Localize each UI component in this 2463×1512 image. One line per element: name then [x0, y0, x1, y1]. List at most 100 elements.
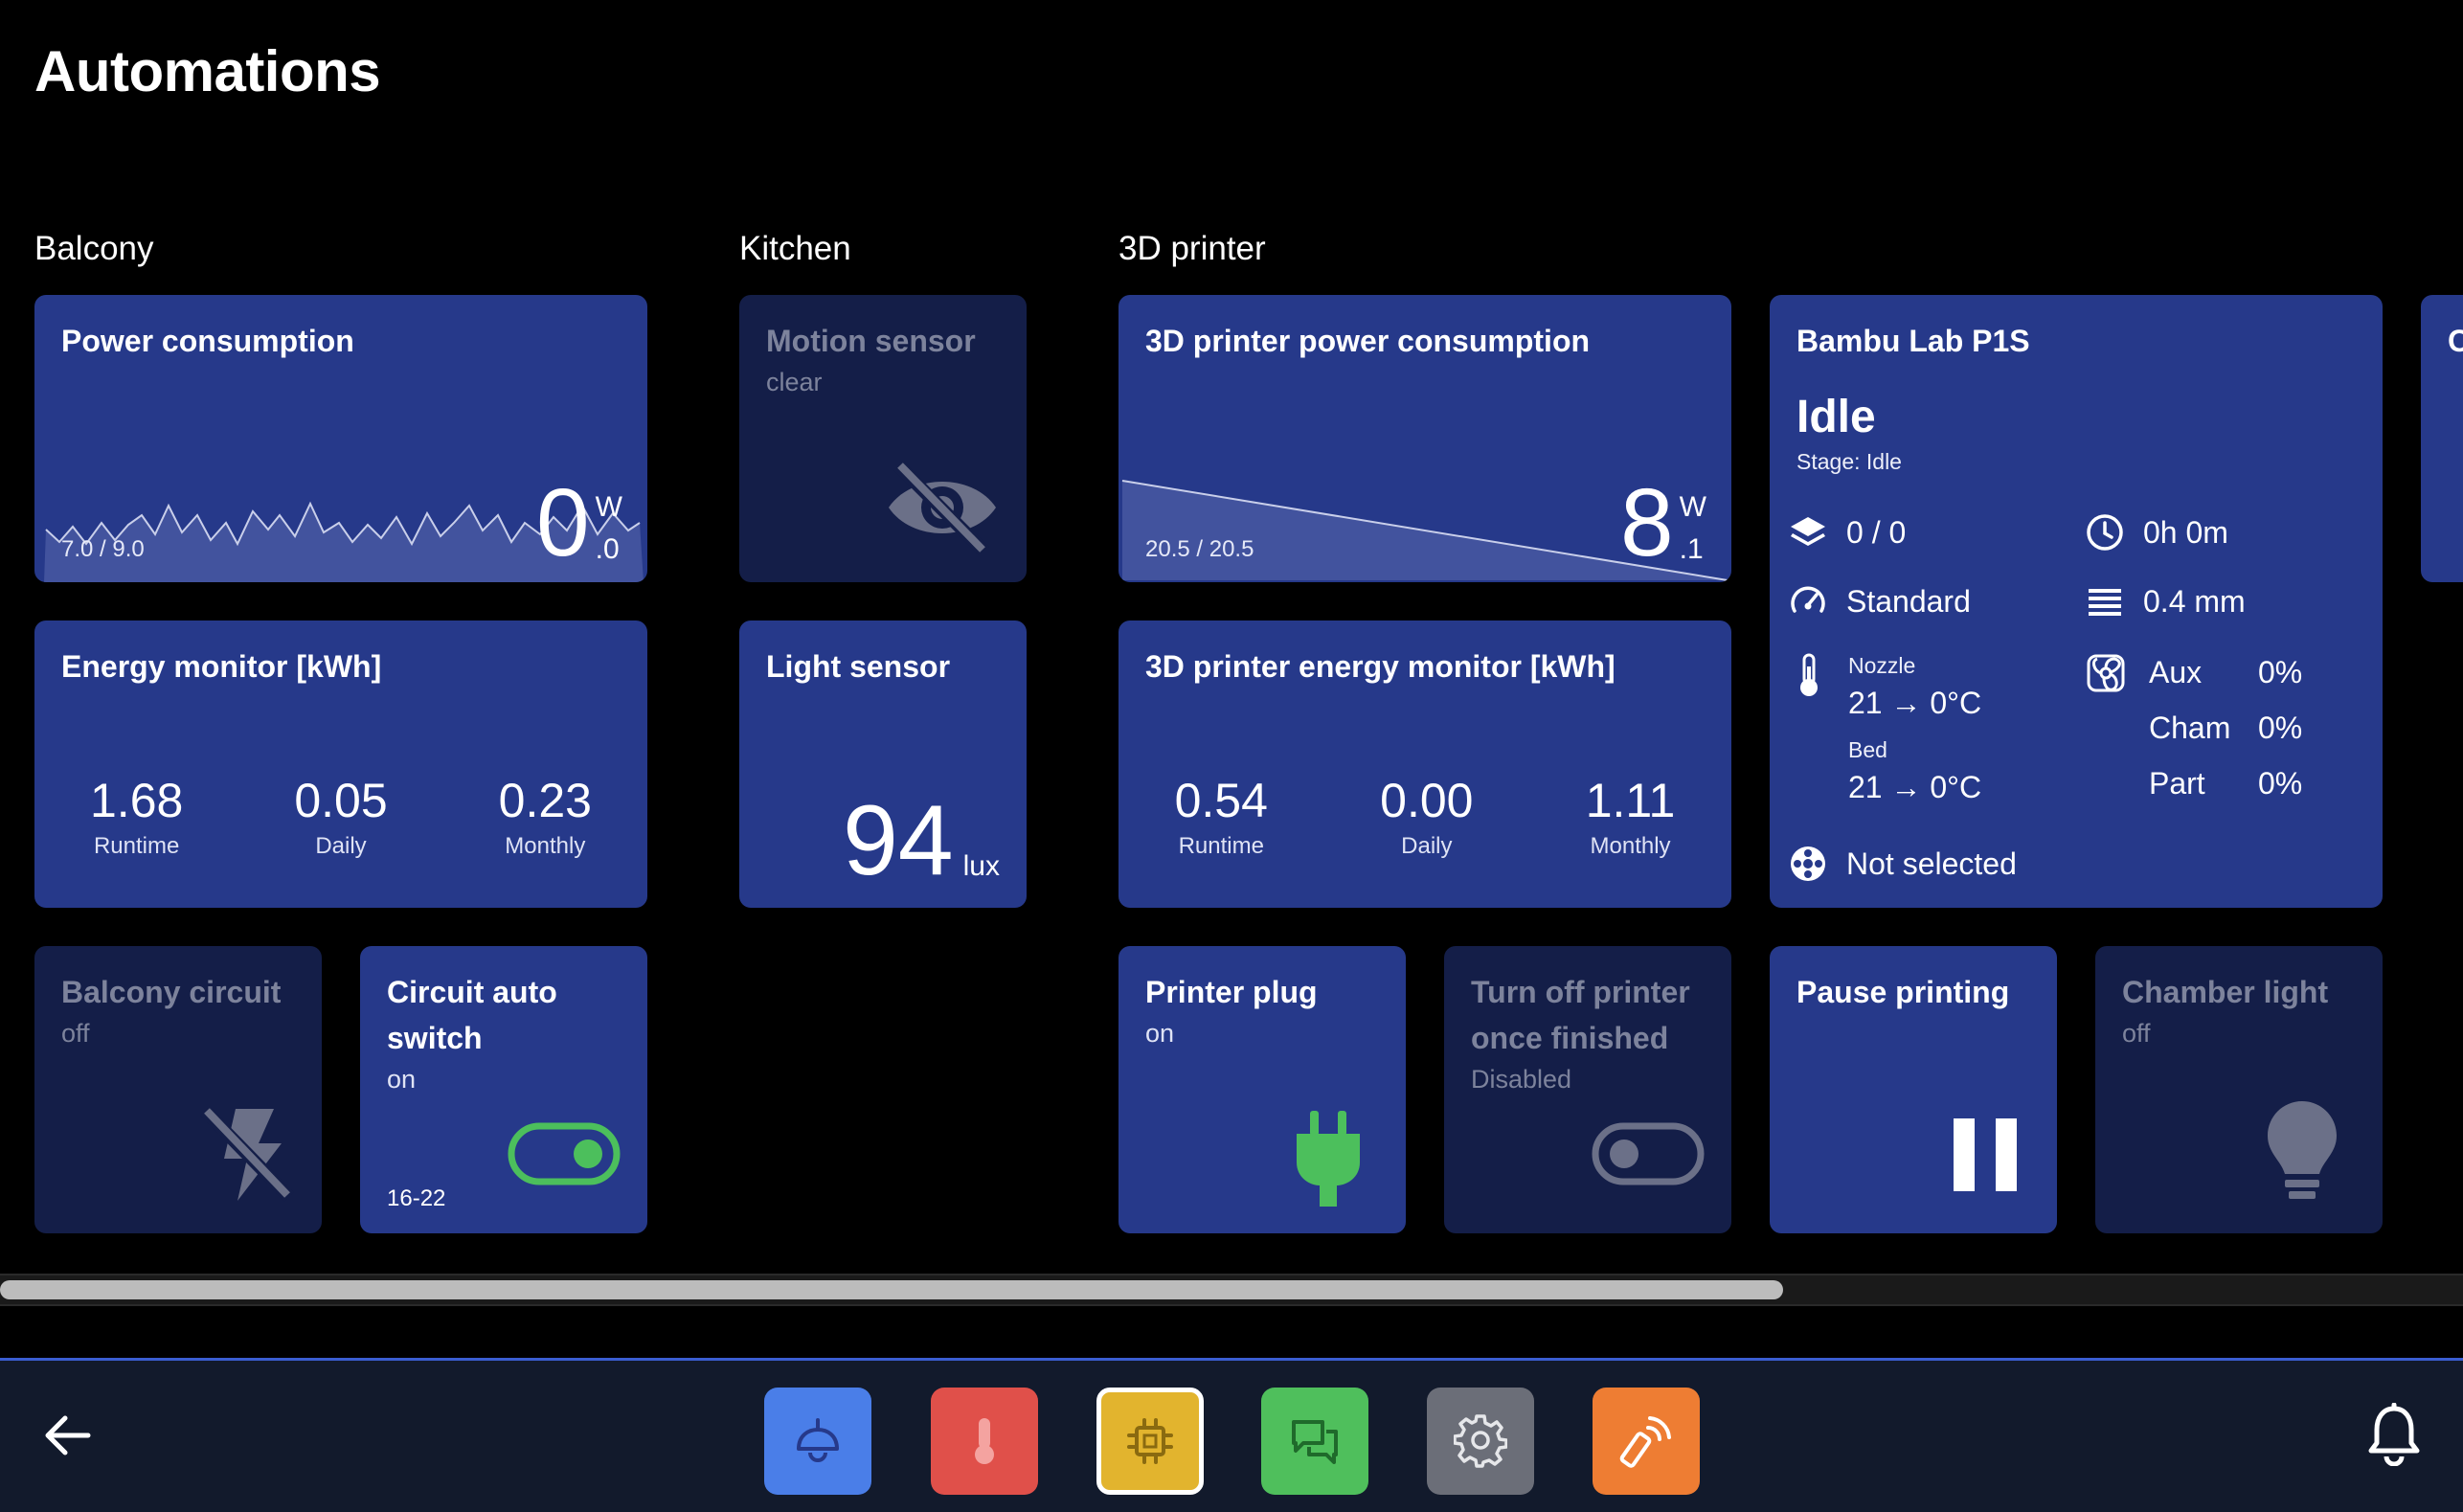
- toggle-off-icon[interactable]: [1592, 1122, 1705, 1185]
- card-title: Printer plug: [1145, 975, 1318, 1009]
- motion-sensor-tile[interactable]: Motion sensor clear: [739, 295, 1027, 582]
- card-title-line2: once finished: [1471, 1021, 1669, 1055]
- nav-automations-button[interactable]: [1096, 1388, 1204, 1495]
- printer-energy-daily-value: 0.00: [1380, 774, 1474, 827]
- layers-icon: [1791, 517, 1825, 546]
- light-sensor-value: 94 lux: [842, 785, 1000, 896]
- circuit-auto-switch-tile[interactable]: Circuit auto switch on 16-22: [360, 946, 647, 1233]
- layers-row: 0 / 0: [1789, 513, 1906, 552]
- eye-off-icon: [889, 461, 996, 555]
- chamber-light-tile[interactable]: Chamber light off: [2095, 946, 2383, 1233]
- energy-runtime-value: 1.68: [90, 774, 184, 827]
- printer-energy-monitor-card[interactable]: 3D printer energy monitor [kWh] 0.54 Runt…: [1119, 621, 1731, 908]
- card-title: Power consumption: [61, 324, 354, 358]
- card-state: on: [387, 1065, 417, 1094]
- layer-height-row: 0.4 mm: [2086, 582, 2246, 621]
- card-title: Bambu Lab P1S: [1796, 324, 2030, 358]
- power-value-dec: .0: [595, 533, 620, 565]
- nav-messages-button[interactable]: [1261, 1388, 1368, 1495]
- energy-monthly: 0.23 Monthly: [499, 774, 592, 860]
- chamber-fan-label: Cham: [2149, 711, 2231, 745]
- arrow-left-icon[interactable]: [38, 1407, 96, 1464]
- horizontal-scrollbar[interactable]: [0, 1274, 2463, 1306]
- layer-height-icon: [2089, 589, 2121, 616]
- thermometer-icon: [1800, 653, 1818, 696]
- printer-energy-stats: 0.54 Runtime 0.00 Daily 1.11 Monthly: [1119, 774, 1731, 860]
- printer-energy-daily: 0.00 Daily: [1380, 774, 1473, 860]
- layers-value: 0 / 0: [1846, 514, 1907, 550]
- speed-value: Standard: [1846, 583, 1971, 619]
- printer-stage: Stage: Idle: [1796, 449, 1902, 474]
- gear-icon: [1454, 1414, 1507, 1468]
- schedule-text: 16-22: [387, 1185, 446, 1211]
- pause-icon: [1954, 1118, 2017, 1191]
- energy-monthly-label: Monthly: [505, 833, 586, 859]
- energy-daily-value: 0.05: [294, 774, 388, 827]
- part-fan-value: 0%: [2258, 766, 2303, 801]
- printer-power-sparkline: [1121, 480, 1729, 581]
- power-unit: W: [595, 491, 622, 523]
- printer-power-range: 20.5 / 20.5: [1145, 536, 1254, 562]
- energy-monthly-value: 0.23: [498, 774, 592, 827]
- printer-power-value-int: 8: [1620, 469, 1674, 576]
- power-value-int: 0: [536, 469, 590, 576]
- printer-energy-monthly-value: 1.11: [1585, 774, 1676, 827]
- bambu-printer-card[interactable]: Bambu Lab P1S Idle Stage: Idle 0 / 0 0h …: [1770, 295, 2383, 908]
- nav-lights-button[interactable]: [764, 1388, 871, 1495]
- card-title: Balcony circuit: [61, 975, 282, 1009]
- printer-power-consumption-card[interactable]: 3D printer power consumption 20.5 / 20.5…: [1119, 295, 1731, 582]
- printer-energy-runtime: 0.54 Runtime: [1175, 774, 1268, 860]
- ceiling-lamp-icon: [797, 1418, 839, 1462]
- chip-icon: [1127, 1418, 1173, 1464]
- card-state: clear: [766, 368, 823, 396]
- light-unit: lux: [962, 850, 1000, 882]
- card-title-line2: switch: [387, 1021, 483, 1055]
- turn-off-printer-tile[interactable]: Turn off printer once finished Disabled: [1444, 946, 1731, 1233]
- section-title-kitchen: Kitchen: [739, 230, 851, 267]
- aux-fan-value: 0%: [2258, 655, 2303, 689]
- time-row: 0h 0m: [2086, 513, 2228, 552]
- light-value: 94: [842, 785, 954, 896]
- card-state: off: [61, 1019, 90, 1048]
- balcony-circuit-tile[interactable]: Balcony circuit off: [34, 946, 322, 1233]
- chat-icon: [1292, 1420, 1338, 1464]
- clock-icon: [2087, 514, 2123, 551]
- remote-icon: [1619, 1416, 1671, 1468]
- bed-temp: 21 → 0°C: [1848, 770, 1982, 804]
- printer-power-value-dec: .1: [1679, 533, 1704, 565]
- printer-energy-monthly: 1.11 Monthly: [1586, 774, 1676, 860]
- power-consumption-card[interactable]: Power consumption 7.0 / 9.0 0 W .0: [34, 295, 647, 582]
- nozzle-temp: 21 → 0°C: [1848, 686, 1982, 720]
- nav-settings-button[interactable]: [1427, 1388, 1534, 1495]
- nav-climate-button[interactable]: [931, 1388, 1038, 1495]
- nav-remote-button[interactable]: [1593, 1388, 1700, 1495]
- printer-plug-tile[interactable]: Printer plug on: [1119, 946, 1406, 1233]
- energy-monitor-card[interactable]: Energy monitor [kWh] 1.68 Runtime 0.05 Dai…: [34, 621, 647, 908]
- toggle-on-icon[interactable]: [508, 1122, 621, 1185]
- light-sensor-tile[interactable]: Light sensor 94 lux: [739, 621, 1027, 908]
- printer-energy-runtime-value: 0.54: [1174, 774, 1268, 827]
- card-title: Pause printing: [1796, 975, 2010, 1009]
- scrollbar-thumb[interactable]: [0, 1280, 1783, 1299]
- offscreen-card[interactable]: C: [2421, 295, 2463, 582]
- printer-status: Idle: [1796, 392, 1876, 442]
- card-state: on: [1145, 1019, 1175, 1048]
- printer-power-unit: W: [1679, 491, 1706, 523]
- power-plug-icon: [1297, 1111, 1360, 1207]
- bottom-nav-bar: [0, 1358, 2463, 1512]
- card-state: Disabled: [1471, 1065, 1572, 1094]
- filament-value: Not selected: [1846, 846, 2017, 881]
- power-range: 7.0 / 9.0: [61, 536, 145, 562]
- bell-icon[interactable]: [2365, 1403, 2423, 1466]
- energy-daily-label: Daily: [315, 833, 367, 859]
- energy-runtime-label: Runtime: [93, 833, 180, 859]
- pause-printing-button[interactable]: Pause printing: [1770, 946, 2057, 1233]
- card-title: Light sensor: [766, 649, 951, 684]
- power-sparkline: [44, 501, 644, 582]
- card-title: Chamber light: [2122, 975, 2329, 1009]
- power-value: 0 W .0: [536, 475, 622, 571]
- part-fan-label: Part: [2149, 766, 2205, 801]
- fan-icon: [2087, 654, 2125, 692]
- card-title: C: [2448, 324, 2463, 358]
- lightbulb-icon: [2268, 1101, 2337, 1199]
